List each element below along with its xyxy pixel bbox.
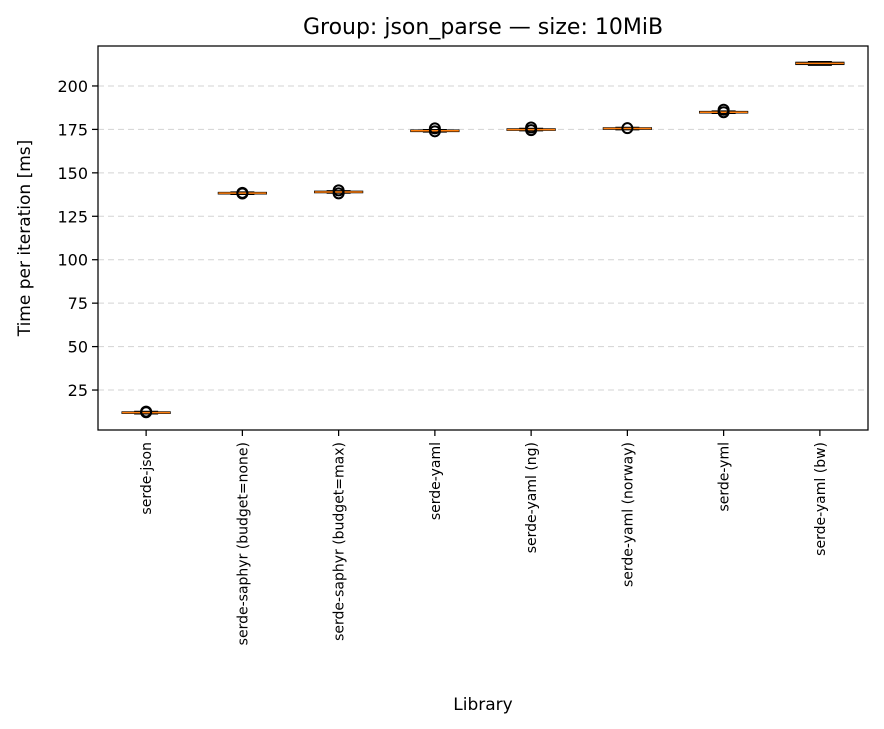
outlier-point [140,405,153,418]
box-plot-5 [506,121,556,137]
y-axis-label: Time per iteration [ms] [15,140,35,338]
x-tick-label: serde-yaml (ng) [524,442,540,553]
x-tick-label: serde-json [139,442,155,515]
x-tick-label: serde-yaml (bw) [813,442,829,556]
box-plot-6 [602,122,652,135]
y-tick-label: 175 [57,120,88,139]
x-tick-label: serde-yml [717,442,733,512]
plot-frame [97,45,869,431]
outlier-point [621,122,634,135]
box-plot-4 [410,122,460,138]
y-tick-label: 50 [68,338,88,357]
grid-lines [98,85,868,391]
box-plot-8 [795,61,845,66]
box-plot-2 [217,186,267,200]
outlier-point [428,122,441,135]
x-tick-label: serde-yaml [428,442,444,520]
outlier-point [332,184,345,197]
outlier-point [236,186,249,199]
x-tick-label: serde-saphyr (budget=max) [332,442,348,641]
y-tick-label: 100 [57,251,88,270]
y-tick-label: 150 [57,164,88,183]
y-axis-ticks: 25 50 75 100 125 150 175 200 [57,77,98,400]
box-plot-3 [314,184,364,200]
y-tick-label: 200 [57,77,88,96]
outlier-point [717,103,730,116]
x-tick-label: serde-yaml (norway) [620,442,636,587]
box-plot-1 [121,405,171,419]
x-axis-label: Library [453,695,512,715]
x-axis-ticks: serde-json serde-saphyr (budget=none) serd… [139,430,829,645]
y-tick-label: 125 [57,207,88,226]
box-plot-7 [699,103,749,119]
y-tick-label: 75 [68,294,88,313]
y-tick-label: 25 [68,381,88,400]
chart-title: Group: json_parse — size: 10MiB [303,15,663,40]
box-plots [121,61,845,419]
outlier-point [525,121,538,134]
x-tick-label: serde-saphyr (budget=none) [235,442,251,645]
